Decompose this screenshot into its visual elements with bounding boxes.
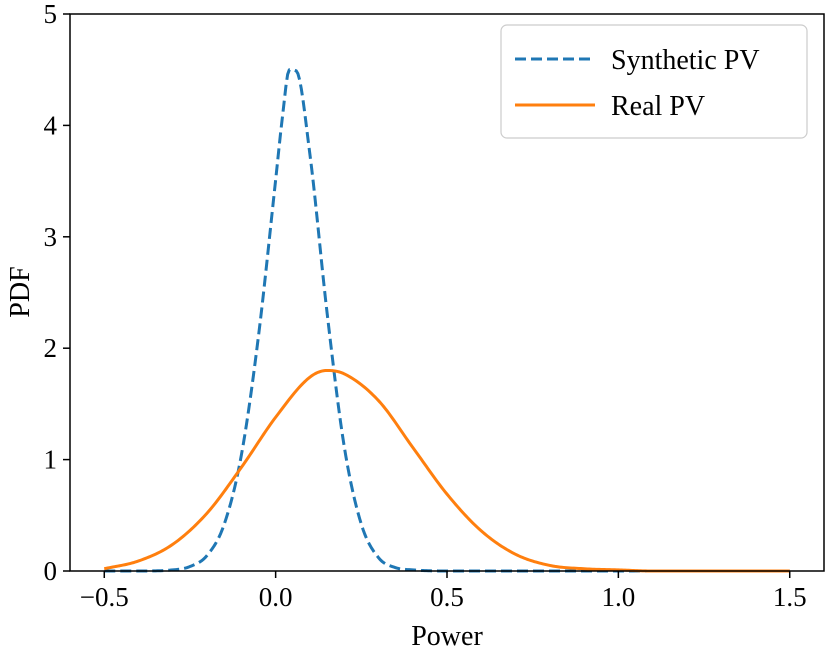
y-tick-label: 3 xyxy=(44,222,58,252)
x-tick-label: 1.0 xyxy=(601,582,635,612)
y-tick-label: 5 xyxy=(44,0,58,29)
x-axis: −0.5 0.0 0.5 1.0 1.5 xyxy=(80,571,807,612)
x-tick-label: 1.5 xyxy=(773,582,807,612)
y-tick-label: 2 xyxy=(44,333,58,363)
y-tick-label: 4 xyxy=(44,110,58,140)
y-tick-label: 0 xyxy=(44,556,58,586)
y-axis: 0 1 2 3 4 5 xyxy=(44,0,70,586)
plot-lines xyxy=(103,68,790,573)
series-line-real-pv xyxy=(103,368,790,573)
y-axis-label: PDF xyxy=(5,266,36,317)
legend-box xyxy=(500,24,808,139)
x-tick-label: 0.0 xyxy=(259,582,293,612)
x-tick-label: 0.5 xyxy=(430,582,464,612)
y-tick-label: 1 xyxy=(44,445,58,475)
x-axis-label: Power xyxy=(411,621,483,652)
legend-label-real-pv: Real PV xyxy=(611,91,705,122)
legend-label-synthetic-pv: Synthetic PV xyxy=(611,45,760,76)
x-tick-label: −0.5 xyxy=(80,582,129,612)
legend: Synthetic PV Real PV xyxy=(500,24,808,139)
